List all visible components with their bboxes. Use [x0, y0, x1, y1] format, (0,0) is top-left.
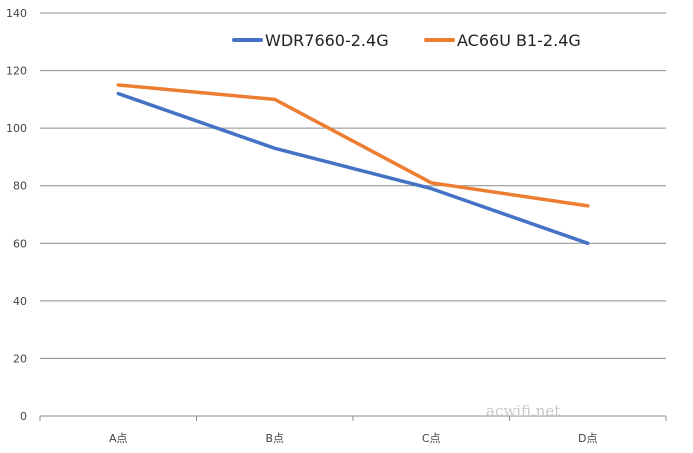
series-lines — [116, 83, 590, 246]
y-tick-label: 80 — [13, 180, 27, 193]
x-tick-label: B点 — [265, 432, 284, 445]
y-tick-label: 60 — [13, 237, 27, 250]
y-tick-label: 0 — [20, 410, 27, 423]
legend-label: AC66U B1-2.4G — [457, 31, 581, 50]
y-axis-ticks: 0 20 40 60 80 100 120 140 — [6, 7, 27, 423]
gridlines — [40, 12, 666, 359]
series-line-0 — [116, 91, 590, 246]
y-tick-label: 20 — [13, 352, 27, 365]
watermark: acwifi.net — [486, 402, 560, 420]
x-tick-label: D点 — [578, 432, 597, 445]
x-axis-ticks: A点 B点 C点 D点 — [109, 432, 598, 445]
legend: WDR7660-2.4G AC66U B1-2.4G — [232, 31, 581, 50]
y-tick-label: 100 — [6, 122, 27, 135]
x-axis — [39, 415, 667, 421]
y-tick-label: 140 — [6, 7, 27, 20]
series-line-1 — [116, 83, 590, 208]
y-tick-label: 120 — [6, 65, 27, 78]
x-tick-label: A点 — [109, 432, 128, 445]
legend-label: WDR7660-2.4G — [265, 31, 389, 50]
x-tick-label: C点 — [422, 432, 441, 445]
y-tick-label: 40 — [13, 295, 27, 308]
